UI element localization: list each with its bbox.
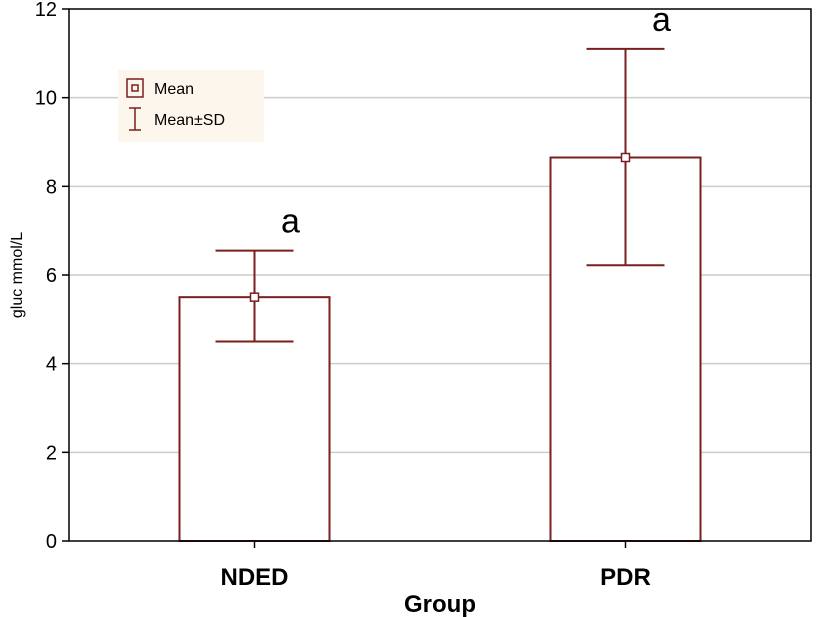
y-tick-label: 2	[46, 442, 57, 464]
y-axis-ticks: 0 2 4 6 8 10 12	[35, 0, 69, 553]
significance-label: a	[281, 203, 300, 241]
mean-marker	[249, 292, 260, 302]
legend-square-outer	[126, 78, 144, 98]
legend-sd-label: Mean±SD	[154, 112, 225, 129]
legend: Mean Mean±SD	[118, 70, 264, 142]
x-axis-label: Group	[404, 591, 476, 617]
x-axis-ticks: NDED PDR	[220, 541, 651, 591]
y-tick-label: 10	[35, 88, 57, 110]
square-icon	[126, 78, 144, 98]
y-tick-label: 6	[46, 265, 57, 287]
mean-marker	[620, 152, 631, 163]
legend-mean-label: Mean	[154, 81, 194, 98]
y-axis-label: gluc mmol/L	[9, 232, 26, 318]
x-tick-label: PDR	[600, 564, 651, 591]
bars: aa	[178, 1, 702, 542]
y-tick-label: 0	[46, 531, 57, 553]
y-tick-label: 8	[46, 176, 57, 198]
y-tick-label: 12	[35, 0, 57, 21]
significance-label: a	[652, 1, 671, 39]
legend-square-inner	[131, 84, 139, 92]
x-tick-label: NDED	[220, 564, 288, 591]
error-bar-icon	[129, 107, 141, 131]
y-tick-label: 4	[46, 354, 57, 376]
